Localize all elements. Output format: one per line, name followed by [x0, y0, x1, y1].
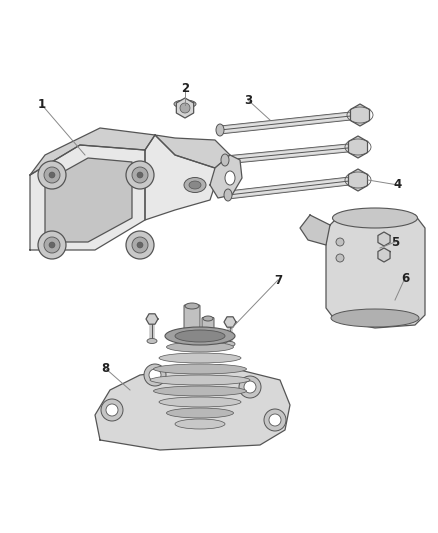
Ellipse shape [147, 338, 157, 343]
Ellipse shape [159, 397, 241, 407]
Ellipse shape [332, 208, 417, 228]
Text: 4: 4 [394, 179, 402, 191]
Circle shape [44, 237, 60, 253]
Circle shape [264, 409, 286, 431]
Ellipse shape [175, 331, 225, 341]
Text: 3: 3 [244, 93, 252, 107]
Ellipse shape [221, 154, 229, 166]
Polygon shape [378, 248, 390, 262]
Polygon shape [155, 135, 230, 168]
Polygon shape [95, 365, 290, 450]
Polygon shape [326, 210, 425, 328]
Text: 1: 1 [38, 99, 46, 111]
Text: 5: 5 [391, 236, 399, 248]
Ellipse shape [225, 342, 235, 346]
Polygon shape [30, 128, 155, 175]
Polygon shape [224, 317, 236, 327]
Ellipse shape [224, 189, 232, 201]
Ellipse shape [159, 353, 241, 363]
Text: 8: 8 [101, 361, 109, 375]
Circle shape [49, 242, 55, 248]
Polygon shape [145, 135, 215, 220]
FancyBboxPatch shape [184, 305, 200, 332]
Text: 2: 2 [181, 82, 189, 94]
Circle shape [137, 172, 143, 178]
Ellipse shape [175, 419, 225, 429]
Circle shape [239, 376, 261, 398]
Circle shape [126, 161, 154, 189]
Circle shape [269, 414, 281, 426]
Circle shape [132, 237, 148, 253]
Circle shape [38, 161, 66, 189]
Ellipse shape [174, 100, 196, 108]
Circle shape [149, 369, 161, 381]
Ellipse shape [203, 316, 213, 321]
Circle shape [207, 335, 213, 341]
Ellipse shape [189, 181, 201, 189]
Ellipse shape [225, 171, 235, 185]
Circle shape [336, 254, 344, 262]
Circle shape [106, 404, 118, 416]
Polygon shape [349, 136, 367, 158]
Ellipse shape [150, 375, 250, 385]
Ellipse shape [216, 124, 224, 136]
Polygon shape [300, 215, 330, 245]
Text: 6: 6 [401, 271, 409, 285]
Ellipse shape [184, 177, 206, 192]
Circle shape [137, 242, 143, 248]
Circle shape [126, 231, 154, 259]
Polygon shape [210, 155, 242, 198]
Text: 7: 7 [274, 273, 282, 287]
Polygon shape [177, 98, 194, 118]
Circle shape [38, 231, 66, 259]
Polygon shape [350, 104, 370, 126]
Ellipse shape [166, 342, 233, 352]
Circle shape [49, 172, 55, 178]
Ellipse shape [331, 309, 419, 327]
Circle shape [44, 167, 60, 183]
Ellipse shape [153, 364, 247, 374]
Circle shape [132, 167, 148, 183]
Ellipse shape [166, 408, 233, 418]
Polygon shape [30, 145, 145, 250]
Circle shape [336, 238, 344, 246]
Ellipse shape [165, 327, 235, 345]
Circle shape [244, 381, 256, 393]
Polygon shape [45, 158, 132, 242]
FancyBboxPatch shape [202, 318, 214, 337]
Circle shape [180, 103, 190, 113]
Polygon shape [146, 314, 158, 324]
Polygon shape [349, 169, 367, 191]
Circle shape [101, 399, 123, 421]
Polygon shape [378, 232, 390, 246]
Ellipse shape [185, 303, 199, 309]
Ellipse shape [153, 386, 247, 396]
Circle shape [144, 364, 166, 386]
Ellipse shape [175, 330, 225, 342]
